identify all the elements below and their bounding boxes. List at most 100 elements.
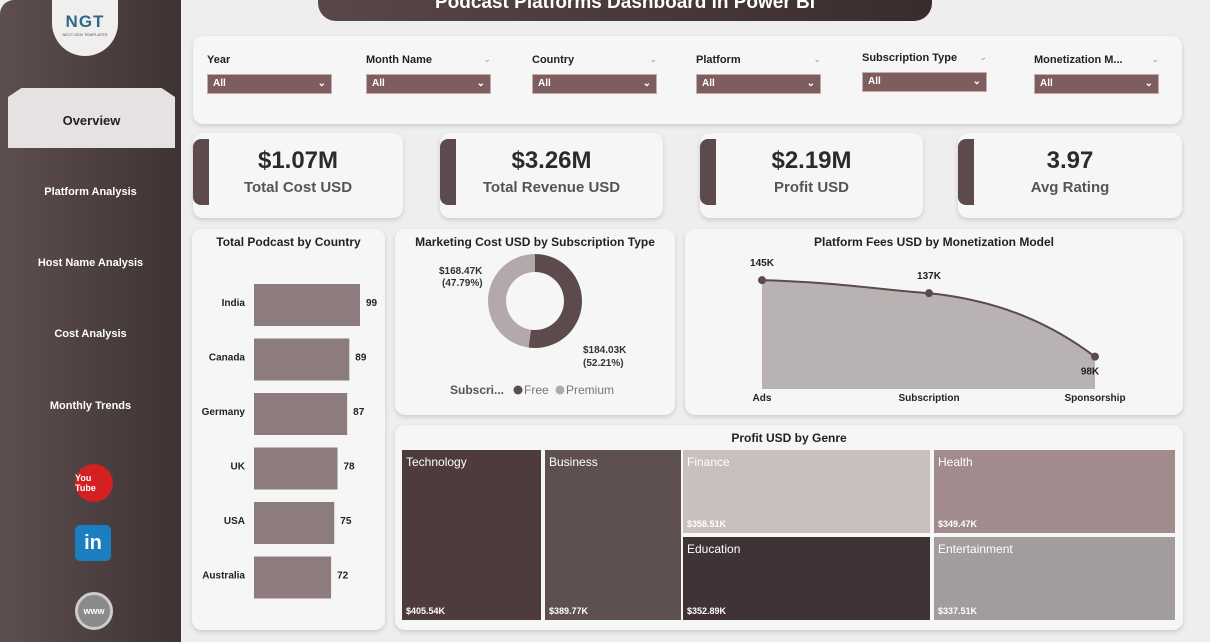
chart-title: Platform Fees USD by Monetization Model: [813, 235, 1055, 249]
bar-category-label: Germany: [202, 407, 246, 418]
kpi-value: 3.97: [1046, 147, 1094, 174]
genre-name: Entertainment: [938, 542, 1013, 556]
genre-name: Business: [549, 455, 598, 469]
nav-cost-analysis[interactable]: Cost Analysis: [54, 328, 127, 340]
kpi-accent: [193, 139, 209, 205]
donut-label-free-pct: (52.21%): [583, 358, 624, 369]
filter-country[interactable]: Country ⌄ All ⌄: [532, 54, 657, 94]
kpi-card: $3.26M Total Revenue USD: [440, 133, 663, 218]
nav-monthly-trends[interactable]: Monthly Trends: [49, 400, 132, 412]
legend-item: Free: [524, 383, 549, 397]
bar-category-label: UK: [231, 462, 246, 473]
chevron-down-icon[interactable]: ⌄: [483, 54, 491, 64]
filter-year[interactable]: Year All ⌄: [207, 54, 332, 94]
donut-label-premium-pct: (47.79%): [442, 278, 483, 289]
bar-data-label: 99: [366, 298, 378, 309]
genre-value: $405.54K: [406, 606, 446, 616]
linkedin-icon[interactable]: in: [75, 525, 111, 561]
filter-platform[interactable]: Platform ⌄ All ⌄: [696, 54, 821, 94]
bar-data-label: 72: [337, 571, 349, 582]
filter-value: All: [702, 78, 715, 89]
data-point: [758, 276, 766, 285]
filter-subscription-type[interactable]: Subscription Type ⌄ All ⌄: [862, 52, 987, 92]
genre-value: $352.89K: [687, 606, 727, 616]
filter-dropdown[interactable]: All ⌄: [532, 74, 657, 94]
treemap-cell-entertainment[interactable]: Entertainment $337.51K: [934, 537, 1175, 620]
kpi-card: $1.07M Total Cost USD: [193, 133, 403, 218]
chart-title: Total Podcast by Country: [216, 235, 361, 249]
nav-overview[interactable]: Overview: [8, 88, 175, 148]
chevron-down-icon: ⌄: [1144, 78, 1153, 89]
bar: [254, 393, 348, 435]
filter-dropdown[interactable]: All ⌄: [696, 74, 821, 94]
genre-value: $349.47K: [938, 519, 978, 529]
kpi-label: Total Cost USD: [243, 179, 353, 196]
bar-data-label: 87: [353, 407, 365, 418]
genre-name: Finance: [687, 455, 730, 469]
filter-label: Platform: [696, 54, 741, 66]
donut-slice: [528, 254, 582, 348]
nav-platform-analysis[interactable]: Platform Analysis: [44, 186, 137, 198]
chevron-down-icon[interactable]: ⌄: [1151, 54, 1159, 64]
chevron-down-icon: ⌄: [806, 78, 815, 89]
filter-label: Monetization M...: [1034, 54, 1123, 66]
genre-value: $358.51K: [687, 519, 727, 529]
filter-dropdown[interactable]: All ⌄: [1034, 74, 1159, 94]
legend-item: Premium: [566, 383, 614, 397]
nav-host-name-analysis[interactable]: Host Name Analysis: [37, 257, 144, 269]
bar: [254, 338, 350, 381]
youtube-icon[interactable]: You Tube: [75, 464, 113, 502]
filter-label: Subscription Type: [862, 52, 958, 64]
filter-month-name[interactable]: Month Name ⌄ All ⌄: [366, 54, 491, 94]
genre-value: $389.77K: [549, 606, 589, 616]
kpi-accent: [440, 139, 456, 205]
treemap-cell-health[interactable]: Health $349.47K: [934, 450, 1175, 533]
filter-value: All: [538, 78, 551, 89]
filter-value: All: [868, 76, 881, 87]
filter-label: Year: [207, 54, 231, 66]
logo: NGT NEXT GEN TEMPLATES: [52, 0, 118, 56]
chevron-down-icon: ⌄: [476, 78, 485, 89]
treemap-cell-finance[interactable]: Finance $358.51K: [683, 450, 930, 533]
treemap-cell-technology[interactable]: Technology $405.54K: [402, 450, 541, 620]
filter-dropdown[interactable]: All ⌄: [207, 74, 332, 94]
bar-category-label: Australia: [202, 571, 245, 582]
kpi-value: $2.19M: [771, 147, 852, 174]
filter-panel: Year All ⌄ Month Name ⌄ All ⌄ Country ⌄ All ⌄ Pl…: [193, 36, 1182, 124]
chevron-down-icon[interactable]: ⌄: [979, 52, 987, 62]
chevron-down-icon: ⌄: [642, 78, 651, 89]
filter-label: Country: [532, 54, 575, 66]
filter-monetization-m-[interactable]: Monetization M... ⌄ All ⌄: [1034, 54, 1159, 94]
globe-icon[interactable]: www: [75, 592, 113, 630]
bar-category-label: USA: [224, 516, 245, 527]
kpi-accent: [700, 139, 716, 205]
genre-name: Education: [687, 542, 741, 556]
data-label: 98K: [1081, 367, 1100, 378]
legend-marker: [555, 385, 565, 395]
filter-dropdown[interactable]: All ⌄: [366, 74, 491, 94]
data-label: 137K: [917, 271, 942, 282]
donut-label-free: $184.03K: [583, 345, 627, 356]
treemap-cell-business[interactable]: Business $389.77K: [545, 450, 681, 620]
genre-name: Health: [938, 455, 973, 469]
genre-name: Technology: [406, 455, 467, 469]
data-point: [925, 289, 933, 298]
kpi-accent: [958, 139, 974, 205]
country-bar-chart: Total Podcast by Country India 99 Canada 89…: [192, 229, 385, 630]
kpi-card: $2.19M Profit USD: [700, 133, 923, 218]
filter-label: Month Name: [366, 54, 432, 66]
treemap-cell-education[interactable]: Education $352.89K: [683, 537, 930, 620]
legend-marker: [513, 385, 523, 395]
donut-slice: [488, 254, 535, 348]
chevron-down-icon: ⌄: [972, 76, 981, 87]
chart-title: Profit USD by Genre: [731, 431, 847, 445]
bar-data-label: 75: [340, 516, 352, 527]
chevron-down-icon[interactable]: ⌄: [649, 54, 657, 64]
x-axis-label: Subscription: [898, 393, 959, 404]
chart-title: Marketing Cost USD by Subscription Type: [415, 235, 655, 249]
filter-dropdown[interactable]: All ⌄: [862, 72, 987, 92]
genre-treemap: Profit USD by Genre Technology $405.54K Bu…: [395, 425, 1183, 630]
chevron-down-icon: ⌄: [317, 78, 326, 89]
area-fill: [762, 280, 1095, 389]
chevron-down-icon[interactable]: ⌄: [813, 54, 821, 64]
